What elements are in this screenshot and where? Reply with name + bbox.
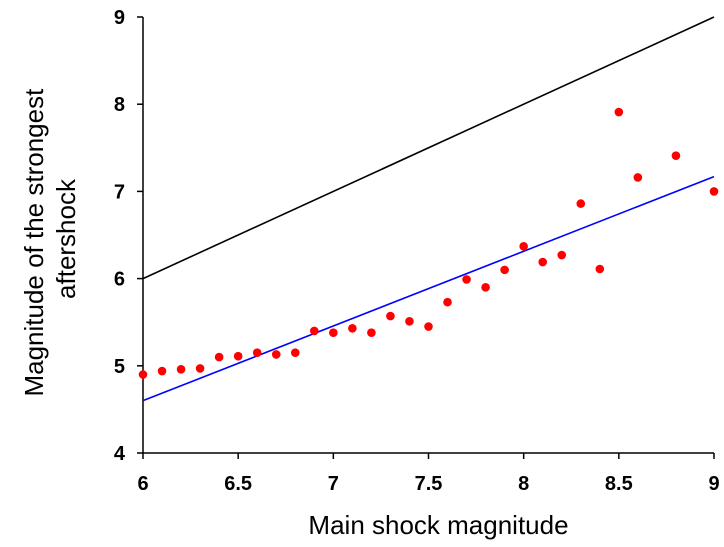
data-point bbox=[367, 328, 376, 337]
data-points bbox=[138, 107, 719, 379]
y-axis-title-line-2: aftershock bbox=[51, 178, 81, 299]
data-point bbox=[614, 107, 624, 117]
data-point bbox=[443, 297, 452, 307]
data-point bbox=[348, 324, 357, 333]
axes bbox=[142, 17, 714, 454]
data-point bbox=[138, 370, 148, 379]
data-point bbox=[233, 351, 243, 361]
data-point bbox=[709, 187, 719, 196]
data-point bbox=[671, 151, 681, 160]
data-point bbox=[214, 352, 224, 362]
data-point bbox=[290, 348, 300, 358]
data-point bbox=[462, 275, 471, 284]
x-tick-label: 6.5 bbox=[224, 473, 252, 495]
x-tick-label: 6 bbox=[137, 473, 148, 495]
data-point bbox=[252, 348, 262, 358]
data-point bbox=[157, 366, 167, 376]
y-tick-label: 6 bbox=[114, 269, 125, 291]
y-tick-label: 9 bbox=[114, 7, 125, 29]
y-axis-title-line-1: Magnitude of the strongest bbox=[19, 88, 49, 397]
y-axis-title: Magnitude of the strongest aftershock bbox=[19, 81, 81, 396]
y-tick-label: 7 bbox=[114, 181, 125, 203]
ticks: 4 5 6 7 8 9 6 6.5 7 7.5 8 8.5 9 bbox=[114, 7, 720, 495]
data-point bbox=[595, 264, 605, 274]
x-tick-label: 8.5 bbox=[605, 473, 633, 495]
data-point bbox=[271, 350, 281, 359]
data-point bbox=[405, 317, 414, 326]
reference-line-black bbox=[142, 16, 715, 280]
x-tick-label: 9 bbox=[708, 473, 719, 495]
data-point bbox=[576, 199, 586, 208]
y-tick-label: 5 bbox=[114, 356, 125, 378]
data-point bbox=[424, 322, 433, 331]
data-point bbox=[500, 265, 509, 275]
data-point bbox=[481, 283, 490, 292]
fit-line-blue bbox=[142, 175, 715, 402]
data-point bbox=[195, 364, 205, 373]
data-point bbox=[176, 364, 186, 374]
x-tick-label: 7 bbox=[328, 473, 339, 495]
x-tick-label: 7.5 bbox=[415, 473, 443, 495]
data-point bbox=[329, 328, 338, 337]
y-tick-label: 8 bbox=[114, 94, 125, 116]
x-tick-label: 8 bbox=[518, 473, 529, 495]
data-point bbox=[310, 326, 319, 336]
data-point bbox=[538, 257, 547, 267]
x-axis-title: Main shock magnitude bbox=[308, 510, 568, 540]
data-point bbox=[386, 311, 395, 321]
data-point bbox=[519, 242, 528, 251]
y-tick-label: 4 bbox=[114, 443, 126, 465]
data-point bbox=[633, 173, 643, 182]
data-point bbox=[557, 250, 567, 260]
reference-lines bbox=[142, 16, 715, 402]
